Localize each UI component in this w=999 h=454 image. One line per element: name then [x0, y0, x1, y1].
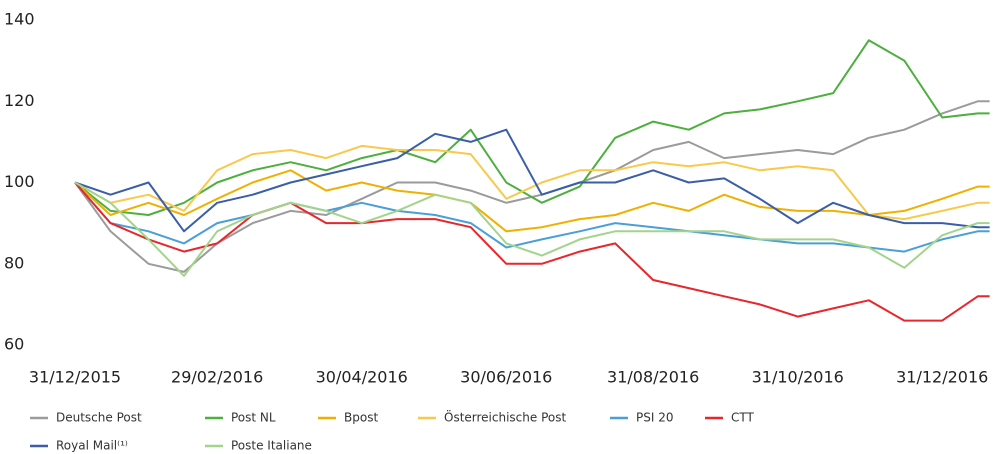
- series-line: [74, 181, 990, 277]
- legend-label: PSI 20: [636, 411, 673, 425]
- y-tick-label: 140: [4, 10, 35, 29]
- y-tick-label: 120: [4, 91, 35, 110]
- x-tick-label: 29/02/2016: [171, 368, 263, 387]
- y-tick-label: 100: [4, 172, 35, 191]
- x-tick-label: 31/08/2016: [607, 368, 699, 387]
- series-line: [74, 144, 990, 221]
- legend-label: Royal Mail⁽¹⁾: [56, 439, 128, 453]
- series-line: [74, 128, 990, 233]
- legend-label: Österreichische Post: [444, 409, 566, 425]
- x-tick-label: 31/12/2015: [29, 368, 121, 387]
- legend-label: Poste Italiane: [231, 439, 312, 453]
- x-tick-label: 31/12/2016: [896, 368, 988, 387]
- y-tick-label: 60: [4, 335, 24, 354]
- series-line: [74, 181, 990, 322]
- x-tick-label: 30/04/2016: [316, 368, 408, 387]
- legend-label: Post NL: [231, 411, 276, 425]
- legend-label: Deutsche Post: [56, 411, 142, 425]
- series-line: [74, 39, 990, 216]
- legend-label: Bpost: [344, 411, 378, 425]
- x-tick-label: 31/10/2016: [752, 368, 844, 387]
- legend-label: CTT: [731, 411, 754, 425]
- series-line: [74, 169, 990, 233]
- x-tick-label: 30/06/2016: [460, 368, 552, 387]
- series-line: [74, 181, 990, 253]
- y-tick-label: 80: [4, 253, 24, 272]
